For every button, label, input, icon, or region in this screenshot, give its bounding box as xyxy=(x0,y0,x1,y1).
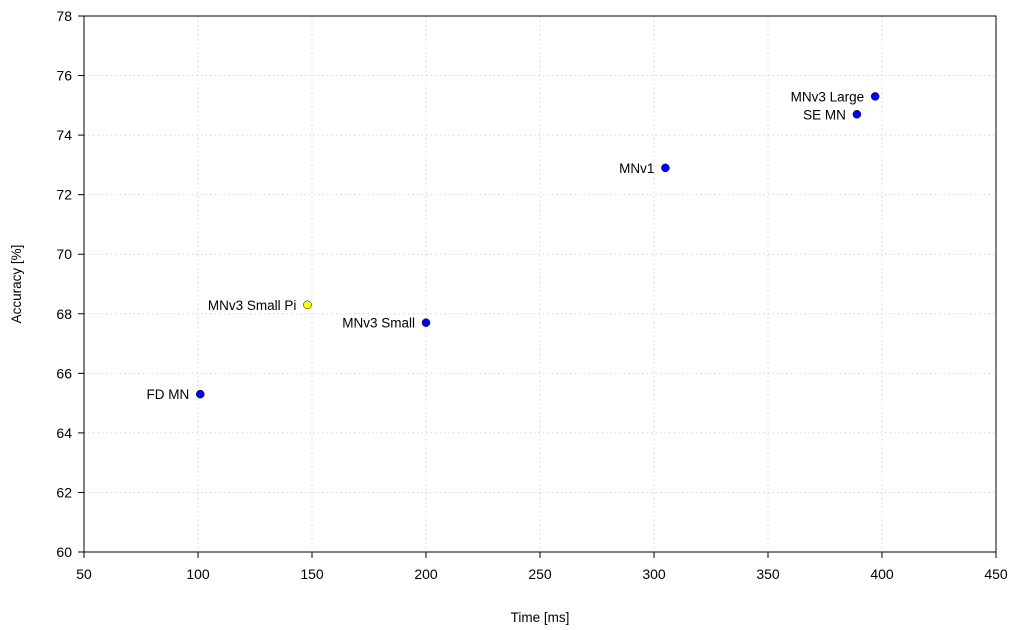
plot-area-frame xyxy=(83,15,997,553)
x-tick-label: 50 xyxy=(76,566,92,582)
data-points: FD MN MNv3 Small Pi MNv3 Small MNv1 SE MN MNv… xyxy=(147,89,880,402)
y-tick-label: 72 xyxy=(56,187,72,203)
x-tick-label: 150 xyxy=(300,566,324,582)
y-axis-label: Accuracy [%] xyxy=(9,245,24,324)
y-tick-label: 70 xyxy=(56,246,72,262)
x-tick-label: 450 xyxy=(984,566,1008,582)
y-tick-label: 62 xyxy=(56,484,72,500)
data-point-label: SE MN xyxy=(803,107,846,122)
data-point-label: MNv3 Small Pi xyxy=(208,298,297,313)
data-point xyxy=(303,300,312,310)
data-point xyxy=(852,110,862,119)
data-point xyxy=(870,92,880,101)
x-tick-label: 350 xyxy=(756,566,780,582)
x-tick-label: 400 xyxy=(870,566,894,582)
data-point xyxy=(196,389,205,399)
data-point xyxy=(421,318,431,327)
data-point-label: FD MN xyxy=(147,387,190,402)
x-tick-label: 100 xyxy=(186,566,210,582)
x-tick-label: 300 xyxy=(642,566,666,582)
axis-ticks: 50 100 150 200 250 300 350 400 450 60 62 64 66 68 70 72… xyxy=(56,8,1007,582)
data-point-label: MNv3 Small xyxy=(342,316,415,331)
data-point-label: MNv3 Large xyxy=(791,89,865,104)
x-axis-label: Time [ms] xyxy=(511,610,570,625)
y-tick-label: 74 xyxy=(56,127,72,143)
y-tick-label: 64 xyxy=(56,425,72,441)
y-tick-label: 60 xyxy=(56,544,72,560)
y-tick-label: 66 xyxy=(56,365,72,381)
y-tick-label: 78 xyxy=(56,8,72,24)
data-point-label: MNv1 xyxy=(619,161,654,176)
grid xyxy=(84,16,996,552)
x-tick-label: 250 xyxy=(528,566,552,582)
y-tick-label: 68 xyxy=(56,306,72,322)
y-tick-label: 76 xyxy=(56,68,72,84)
data-point xyxy=(661,163,670,173)
x-tick-label: 200 xyxy=(414,566,438,582)
